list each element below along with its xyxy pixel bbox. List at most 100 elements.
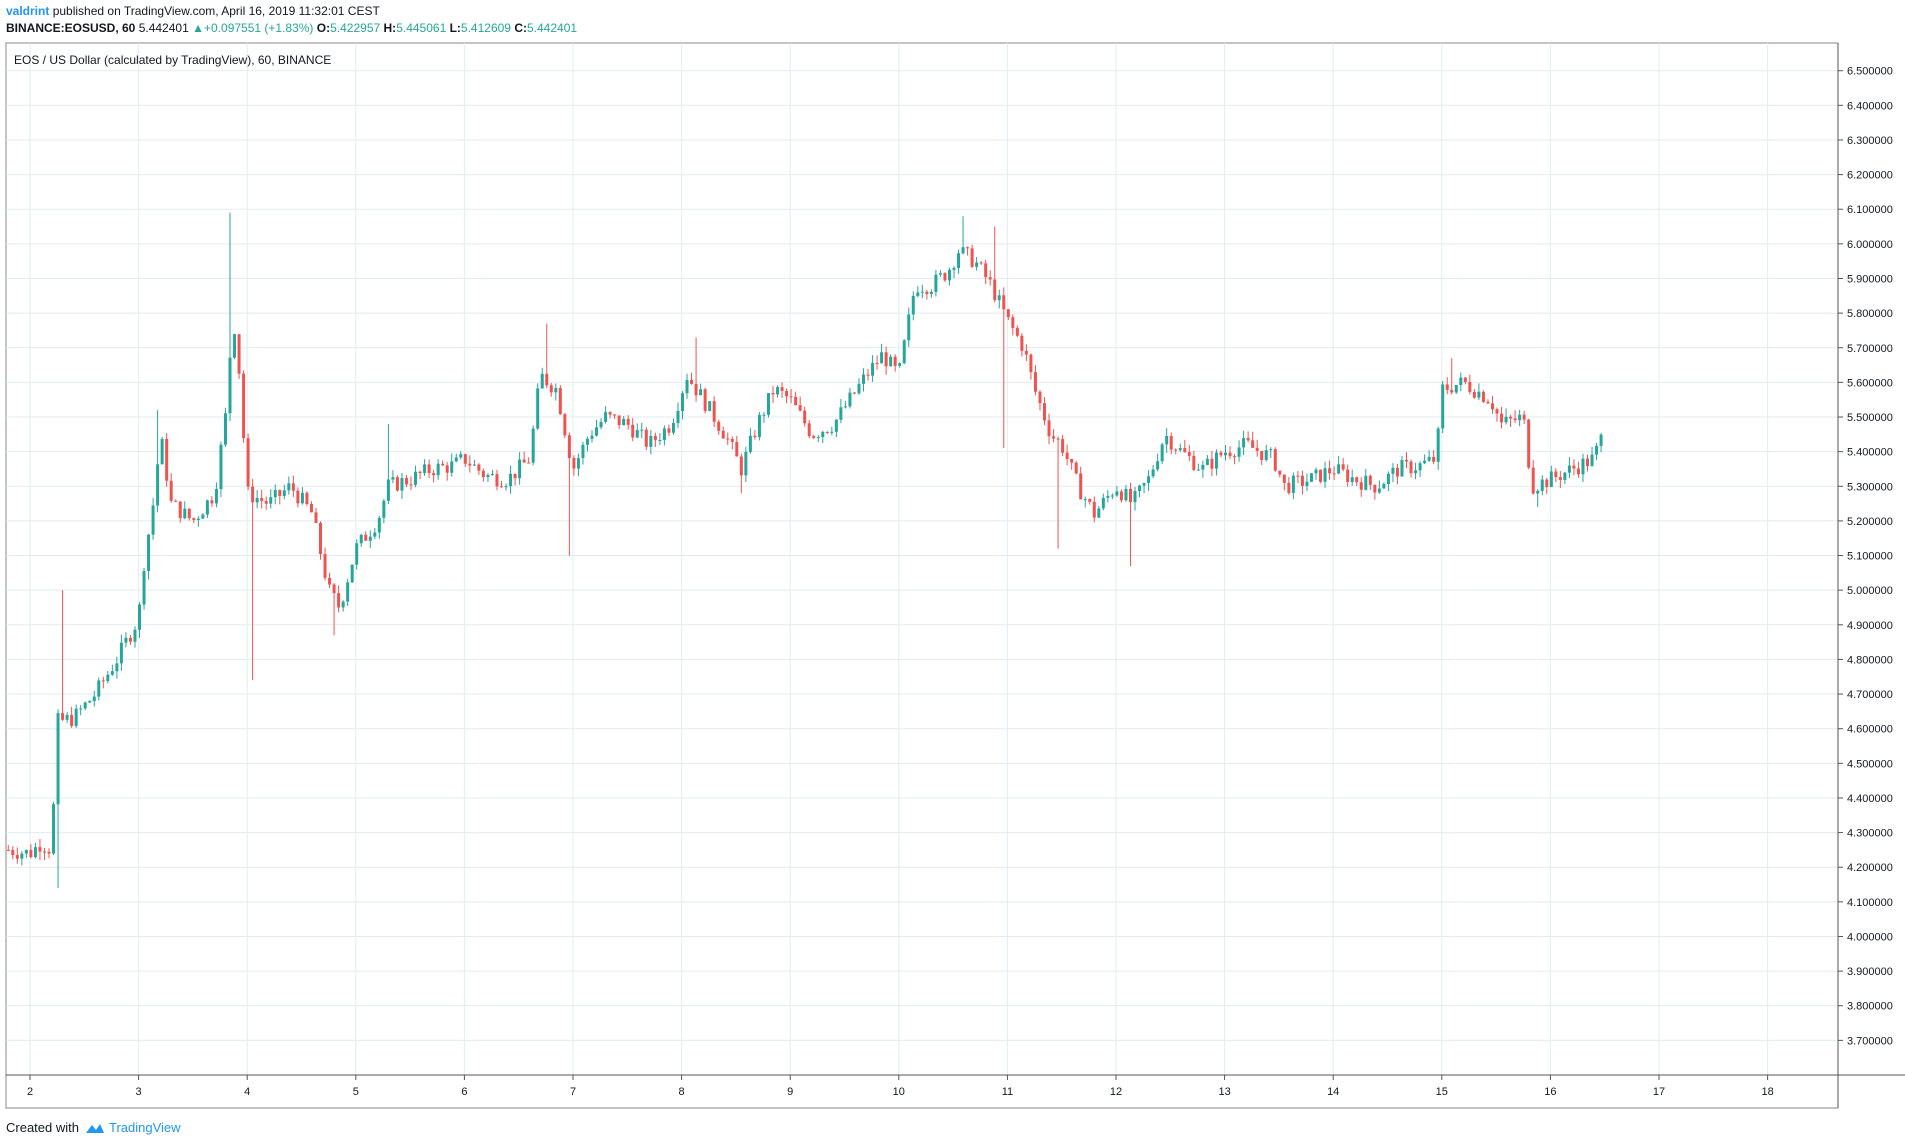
y-tick-label: 5.500000 — [1847, 412, 1893, 424]
candle-body — [1418, 463, 1422, 471]
candle-body — [1242, 438, 1246, 448]
candle-body — [1355, 477, 1359, 483]
candle-body — [1219, 452, 1223, 456]
candle-body — [622, 418, 626, 426]
candle-body — [789, 396, 793, 398]
candle-body — [644, 429, 648, 447]
candle-body — [1110, 495, 1114, 497]
candle-body — [368, 536, 372, 541]
candle-body — [676, 410, 680, 423]
y-tick-label: 4.600000 — [1847, 724, 1893, 736]
candle-body — [1581, 458, 1585, 475]
y-tick-label: 4.200000 — [1847, 862, 1893, 874]
candle-body — [920, 291, 924, 293]
candle-body — [210, 500, 214, 504]
x-tick-label: 10 — [893, 1086, 905, 1098]
x-tick-label: 8 — [679, 1086, 685, 1098]
candle-body — [649, 435, 653, 447]
candle-body — [821, 431, 825, 438]
open-label: O: — [316, 21, 331, 35]
candle-body — [42, 851, 46, 853]
candle-body — [1038, 391, 1042, 404]
candle-body — [65, 714, 69, 720]
candle-body — [1061, 439, 1065, 453]
candle-body — [1251, 440, 1255, 448]
candle-body — [341, 601, 345, 608]
candle-body — [726, 438, 730, 440]
candle-body — [1309, 473, 1313, 482]
candle-body — [468, 463, 472, 466]
candle-body — [1549, 471, 1553, 488]
y-tick-label: 6.200000 — [1847, 170, 1893, 182]
candle-body — [1463, 377, 1467, 382]
candle-body — [441, 463, 445, 466]
candle-body — [138, 604, 142, 630]
candle-body — [961, 247, 965, 254]
candle-body — [1341, 464, 1345, 470]
candle-body — [988, 277, 992, 280]
candle-body — [74, 708, 78, 726]
candle-body — [717, 421, 721, 431]
candle-body — [97, 680, 101, 697]
candle-body — [246, 438, 250, 487]
candle-body — [33, 847, 37, 858]
candle-body — [667, 428, 671, 433]
candle-body — [744, 451, 748, 476]
candle-body — [1237, 447, 1241, 457]
y-tick-label: 4.300000 — [1847, 828, 1893, 840]
candle-body — [943, 273, 947, 281]
candle-body — [291, 483, 295, 491]
y-tick-label: 4.800000 — [1847, 654, 1893, 666]
candle-body — [875, 363, 879, 365]
publisher-username[interactable]: valdrint — [6, 4, 50, 18]
y-tick-label: 6.300000 — [1847, 135, 1893, 147]
candle-body — [1545, 479, 1549, 488]
candle-body — [6, 849, 10, 851]
candle-body — [771, 393, 775, 395]
candle-body — [115, 663, 119, 672]
candle-body — [1567, 465, 1571, 473]
candle-body — [264, 500, 268, 504]
candle-body — [1495, 409, 1499, 414]
candle-body — [314, 512, 318, 523]
candle-body — [1246, 438, 1250, 441]
candle-body — [653, 435, 657, 441]
candle-body — [355, 543, 359, 565]
candle-body — [233, 334, 237, 358]
candle-body — [418, 471, 422, 474]
y-tick-label: 4.500000 — [1847, 758, 1893, 770]
candle-body — [1536, 490, 1540, 494]
low-value: 5.412609 — [460, 21, 511, 35]
candle-body — [1486, 401, 1490, 404]
candle-body — [1097, 508, 1101, 518]
candle-body — [1504, 416, 1508, 423]
candle-body — [1337, 464, 1341, 474]
candle-body — [812, 436, 816, 438]
candle-body — [509, 473, 513, 487]
candle-body — [1165, 436, 1169, 445]
candle-body — [1106, 495, 1110, 498]
candle-body — [350, 564, 354, 583]
candle-body — [902, 340, 906, 364]
candle-body — [970, 248, 974, 267]
candle-body — [1142, 483, 1146, 486]
candle-body — [1563, 472, 1567, 480]
y-tick-label: 5.200000 — [1847, 516, 1893, 528]
candle-body — [938, 273, 942, 275]
candle-body — [183, 508, 187, 519]
candle-body — [1124, 488, 1128, 501]
candle-body — [377, 517, 381, 533]
candle-body — [893, 356, 897, 366]
tradingview-brand[interactable]: TradingView — [108, 1120, 181, 1135]
candle-body — [178, 501, 182, 519]
candle-body — [1314, 469, 1318, 474]
candle-body — [843, 406, 847, 408]
candle-body — [1033, 372, 1037, 392]
candle-body — [101, 680, 105, 682]
x-tick-label: 12 — [1110, 1086, 1122, 1098]
y-tick-label: 5.900000 — [1847, 273, 1893, 285]
candle-body — [1269, 449, 1273, 451]
x-tick-label: 6 — [461, 1086, 467, 1098]
candle-body — [1518, 414, 1522, 421]
